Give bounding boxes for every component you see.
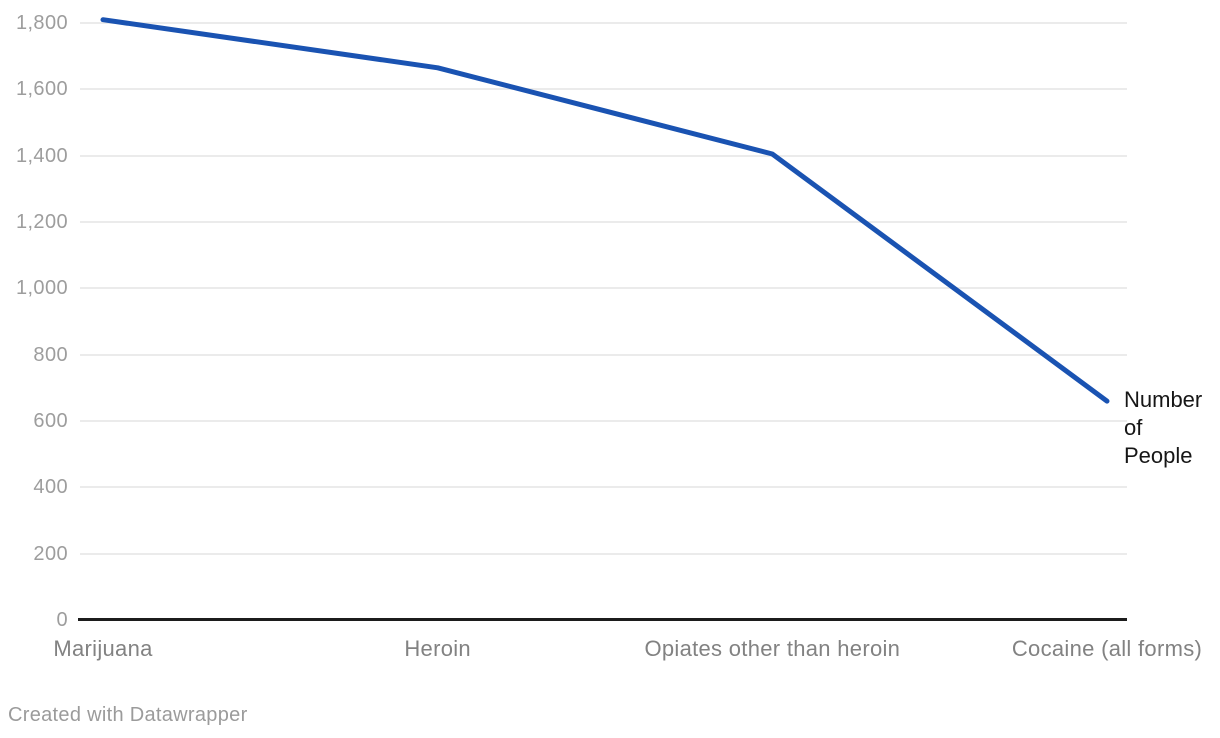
- y-tick-label: 1,600: [15, 78, 68, 101]
- line-end-label: Number of People: [1124, 387, 1203, 468]
- datawrapper-credit: Created with Datawrapper: [8, 704, 248, 726]
- y-tick-label: 1,200: [15, 211, 68, 233]
- gridline: [80, 221, 1127, 223]
- y-tick-label: 600: [33, 410, 68, 432]
- x-axis-label: Heroin: [404, 636, 471, 661]
- gridline: [80, 287, 1127, 290]
- gridline: [80, 88, 1127, 91]
- y-tick-label: 200: [33, 542, 68, 565]
- gridline: [80, 552, 1127, 555]
- gridline: [80, 154, 1127, 157]
- gridline: [80, 420, 1127, 422]
- x-axis-label: Cocaine (all forms): [1011, 636, 1203, 661]
- gridline: [80, 486, 1127, 489]
- y-tick-label: 800: [33, 343, 68, 366]
- x-axis-label: Opiates other than heroin: [644, 636, 901, 661]
- y-tick-label: 1,800: [15, 12, 68, 34]
- gridline: [80, 22, 1127, 24]
- y-tick-label: 1,000: [15, 277, 68, 300]
- data-line: [100, 17, 1110, 404]
- x-axis-label: Marijuana: [53, 636, 153, 661]
- y-tick-label: 1,400: [15, 144, 68, 167]
- y-tick-label: 0: [56, 609, 68, 631]
- x-axis-baseline: [78, 618, 1127, 621]
- gridline: [80, 353, 1127, 356]
- y-tick-label: 400: [33, 476, 68, 499]
